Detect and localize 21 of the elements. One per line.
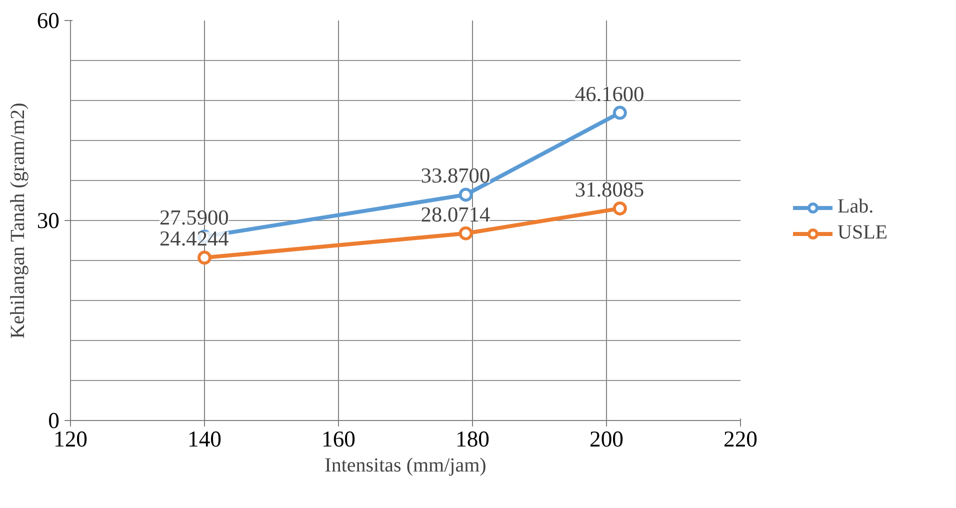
point [458, 226, 473, 240]
x-tick-label: 160 [322, 426, 356, 452]
point [198, 250, 212, 265]
y-axis-title: Kehilangan Tanah (gram/m2) [6, 102, 29, 339]
data-label: 46.1600 [574, 82, 644, 106]
point [612, 106, 627, 120]
x-tick-label: 220 [724, 426, 758, 452]
legend-label: Lab. [838, 196, 874, 218]
legend-label: USLE [838, 222, 888, 244]
y-tick-label: 0 [48, 408, 60, 433]
y-tick-label: 60 [36, 8, 60, 33]
x-tick-label: 200 [590, 426, 624, 452]
x-tick-label: 140 [188, 426, 222, 452]
point [458, 188, 473, 202]
x-tick-label: 180 [456, 426, 490, 452]
data-label: 31.8085 [574, 177, 644, 202]
point [612, 201, 627, 216]
y-tick-label: 30 [36, 208, 60, 233]
data-label: 28.0714 [420, 202, 490, 226]
data-label: 33.8700 [420, 164, 490, 188]
x-axis-title: Intensitas (mm/jam) [324, 454, 486, 476]
